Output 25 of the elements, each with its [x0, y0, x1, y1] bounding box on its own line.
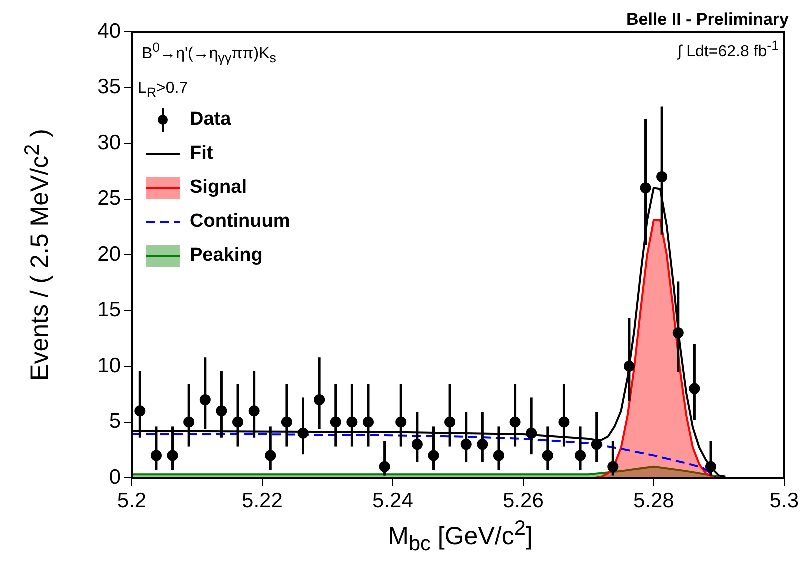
y-tick-label: 0: [109, 466, 121, 489]
y-tick-label: 35: [98, 76, 121, 99]
y-tick-label: 30: [98, 131, 121, 154]
legend-label: Data: [190, 109, 232, 130]
x-tick-label: 5.2: [117, 489, 147, 512]
y-tick-label: 5: [109, 410, 121, 434]
chart-title: Belle II - Preliminary: [626, 10, 789, 30]
legend-label: Peaking: [190, 245, 263, 266]
legend-label: Signal: [190, 177, 248, 198]
legend-label: Continuum: [190, 211, 290, 232]
x-tick-label: 5.28: [633, 489, 674, 512]
y-tick-label: 20: [98, 242, 121, 266]
x-tick-label: 5.26: [503, 489, 544, 512]
x-tick-label: 5.22: [242, 489, 283, 512]
y-tick-label: 10: [98, 354, 121, 378]
x-axis-title: M$_{bc}$ [GeV/c$^{2}$]: [387, 517, 534, 556]
annotation: L$_{R}$>0.7: [138, 80, 188, 100]
legend-label: Fit: [190, 143, 214, 164]
y-tick-label: 40: [98, 20, 121, 43]
annotation: B$^{0}$→η'(→η$_{γγ}$ππ)K$_{s}$: [142, 40, 276, 66]
y-tick-label: 15: [98, 298, 121, 322]
y-tick-label: 25: [98, 187, 121, 210]
x-tick-label: 5.3: [770, 489, 800, 512]
x-tick-label: 5.24: [372, 489, 414, 512]
annotation: ∫ Ldt=62.8 fb$^{-1}$: [678, 38, 779, 62]
